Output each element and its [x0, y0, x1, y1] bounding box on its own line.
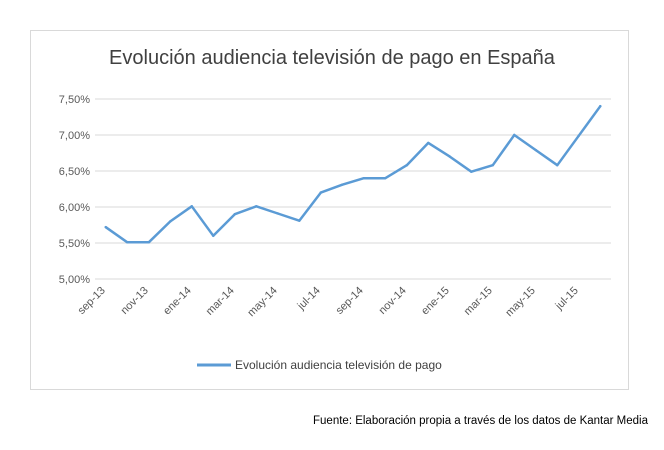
data-point	[577, 134, 580, 137]
line-chart: Evolución audiencia televisión de pago e…	[59, 47, 611, 372]
chart-frame: Evolución audiencia televisión de pago e…	[30, 30, 629, 390]
data-point	[169, 220, 172, 223]
data-point	[190, 205, 193, 208]
x-tick-label: sep-14	[334, 285, 366, 317]
y-tick-label: 7,00%	[59, 130, 90, 142]
x-tick-label: jul-15	[553, 285, 581, 313]
chart-title: Evolución audiencia televisión de pago e…	[109, 47, 556, 69]
data-point	[233, 213, 236, 216]
x-tick-label: nov-14	[377, 285, 409, 317]
data-point	[556, 164, 559, 167]
y-axis-tick-labels: 5,00% 5,50% 6,00% 6,50% 7,00% 7,50%	[59, 94, 90, 286]
x-tick-label: sep-13	[76, 285, 108, 317]
x-tick-label: nov-13	[119, 285, 151, 317]
data-point	[491, 164, 494, 167]
data-point	[599, 105, 602, 108]
y-tick-label: 7,50%	[59, 94, 90, 106]
x-tick-label: ene-14	[161, 285, 194, 318]
y-tick-label: 6,00%	[59, 202, 90, 214]
data-point	[147, 241, 150, 244]
data-point	[255, 205, 258, 208]
data-point	[384, 177, 387, 180]
data-point	[126, 241, 129, 244]
data-point	[104, 225, 107, 229]
x-axis-tick-labels: sep-13 nov-13 ene-14 mar-14 may-14 jul-14 sep-…	[76, 285, 581, 319]
data-point	[448, 155, 451, 158]
source-note: Fuente: Elaboración propia a través de l…	[313, 415, 648, 427]
legend-label: Evolución audiencia televisión de pago	[235, 358, 442, 372]
y-tick-label: 6,50%	[59, 166, 90, 178]
data-point	[212, 234, 215, 237]
x-tick-label: mar-15	[462, 285, 495, 318]
legend: Evolución audiencia televisión de pago	[197, 358, 442, 372]
data-point	[319, 191, 322, 194]
x-tick-label: mar-14	[204, 285, 237, 318]
data-point	[470, 170, 473, 173]
x-tick-label: may-15	[503, 285, 537, 319]
x-tick-label: ene-15	[419, 285, 452, 318]
data-point	[341, 183, 344, 186]
x-tick-label: may-14	[245, 285, 279, 319]
series-line	[104, 104, 602, 244]
series-layer	[104, 104, 602, 244]
x-tick-label: jul-14	[295, 285, 323, 313]
data-point	[362, 177, 365, 180]
data-point	[405, 164, 408, 167]
gridlines	[95, 98, 611, 280]
data-point	[276, 212, 279, 215]
y-tick-label: 5,50%	[59, 238, 90, 250]
data-point	[513, 133, 516, 137]
y-tick-label: 5,00%	[59, 274, 90, 286]
data-point	[298, 219, 301, 222]
data-point	[534, 148, 537, 152]
data-point	[427, 141, 430, 145]
